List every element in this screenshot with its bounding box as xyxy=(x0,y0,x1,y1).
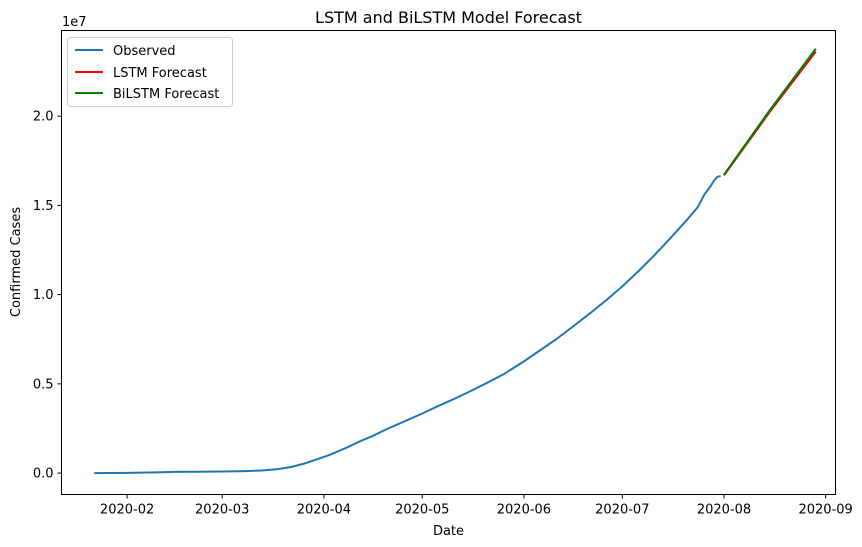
y-tick-label: 1.5 xyxy=(33,199,54,214)
x-tick-label: 2020-06 xyxy=(497,503,551,518)
legend-label-lstm: LSTM Forecast xyxy=(113,66,207,81)
y-tick-label: 0.5 xyxy=(33,377,54,392)
y-axis-title: Confirmed Cases xyxy=(9,207,24,317)
plot-frame xyxy=(61,30,836,495)
legend-box xyxy=(67,37,233,107)
y-tick-label: 1.0 xyxy=(33,288,54,303)
x-tick-label: 2020-09 xyxy=(798,503,852,518)
y-tick-label: 2.0 xyxy=(33,110,54,125)
series-line-observed xyxy=(94,174,721,475)
series-line-bilstm-forecast xyxy=(723,48,817,176)
y-axis-ticks: 0.0 0.5 1.0 1.5 2.0 xyxy=(33,110,62,482)
x-axis-title: Date xyxy=(433,524,464,539)
x-axis-ticks: 2020-02 2020-03 2020-04 2020-05 2020-06 2020-… xyxy=(100,494,853,518)
x-tick-label: 2020-03 xyxy=(195,503,249,518)
x-tick-label: 2020-08 xyxy=(697,503,751,518)
x-tick-label: 2020-04 xyxy=(297,503,351,518)
series-lines xyxy=(94,48,817,475)
y-tick-label: 0.0 xyxy=(33,467,54,482)
legend-label-bilstm: BiLSTM Forecast xyxy=(113,87,219,102)
x-tick-label: 2020-07 xyxy=(595,503,649,518)
legend-label-observed: Observed xyxy=(113,44,176,59)
x-tick-label: 2020-02 xyxy=(100,503,154,518)
y-offset-label: 1e7 xyxy=(62,15,87,30)
x-tick-label: 2020-05 xyxy=(395,503,449,518)
chart-title: LSTM and BiLSTM Model Forecast xyxy=(315,8,582,27)
legend: Observed LSTM Forecast BiLSTM Forecast xyxy=(67,37,233,107)
